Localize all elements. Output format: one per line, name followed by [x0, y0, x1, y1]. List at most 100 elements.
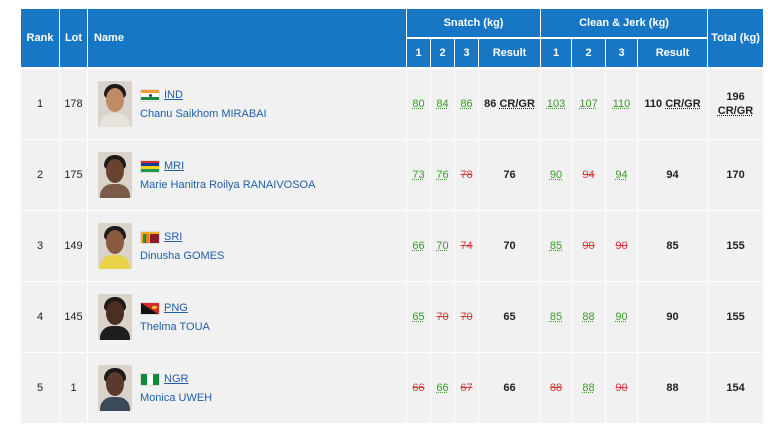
cj-attempt: 88	[549, 382, 563, 394]
athlete-photo	[98, 81, 132, 127]
total-value: 155	[726, 311, 745, 323]
results-table-wrapper: Rank Lot Name Snatch (kg) Clean & Jerk (…	[20, 9, 764, 424]
header-cj-att3: 3	[606, 39, 638, 69]
cj-attempt: 107	[579, 98, 598, 110]
rank-cell: 2	[21, 140, 59, 211]
rank-cell: 4	[21, 282, 59, 353]
flag-icon	[140, 372, 160, 386]
lot-cell: 178	[60, 69, 87, 140]
header-snatch: Snatch (kg)	[407, 9, 541, 39]
country-link[interactable]: SRI	[140, 230, 224, 244]
snatch-attempt-cell: 74	[455, 211, 478, 282]
rank-cell: 5	[21, 353, 59, 424]
table-row: 5 1 NGR Monica UWEH 66 66 67 66 88 88 90 88 154	[21, 353, 764, 424]
total-cell: 196 CR/GR	[708, 69, 764, 140]
cj-attempt: 94	[615, 169, 628, 181]
total-cell: 154	[708, 353, 764, 424]
snatch-result-cell: 76	[479, 140, 541, 211]
cj-attempt: 94	[582, 169, 595, 181]
snatch-attempt-cell: 70	[431, 211, 454, 282]
lot-cell: 145	[60, 282, 87, 353]
lot-cell: 1	[60, 353, 87, 424]
header-snatch-att3: 3	[455, 39, 478, 69]
cj-attempt-cell: 90	[606, 353, 638, 424]
athlete-name: Chanu Saikhom MIRABAI	[140, 107, 267, 120]
header-lot: Lot	[60, 9, 87, 69]
snatch-attempt-cell: 70	[431, 282, 454, 353]
cj-attempt: 85	[549, 311, 563, 323]
snatch-attempt: 70	[460, 311, 473, 323]
snatch-attempt: 70	[436, 311, 449, 323]
header-cj-att1: 1	[541, 39, 572, 69]
cj-attempt: 90	[549, 169, 563, 181]
cj-attempt-cell: 107	[572, 69, 606, 140]
cj-result-cell: 85	[638, 211, 708, 282]
total-value: 170	[726, 169, 745, 181]
snatch-result-cell: 66	[479, 353, 541, 424]
cj-record: CR/GR	[665, 98, 701, 110]
snatch-attempt-cell: 67	[455, 353, 478, 424]
cj-attempt-cell: 103	[541, 69, 572, 140]
athlete-cell: SRI Dinusha GOMES	[88, 211, 406, 282]
country-link[interactable]: NGR	[140, 372, 212, 386]
country-code: MRI	[164, 160, 185, 172]
flag-icon	[140, 88, 160, 102]
snatch-attempt-cell: 84	[431, 69, 454, 140]
cj-attempt-cell: 88	[572, 353, 606, 424]
snatch-result: 86	[484, 98, 497, 110]
cj-result: 94	[666, 169, 679, 181]
athlete-photo	[98, 223, 132, 269]
cj-attempt-cell: 90	[572, 211, 606, 282]
cj-result: 110	[644, 98, 663, 110]
cj-attempt: 88	[582, 382, 595, 394]
snatch-result: 65	[503, 311, 516, 323]
header-cj-result: Result	[638, 39, 708, 69]
cj-result: 88	[666, 382, 679, 394]
country-code: NGR	[164, 373, 189, 385]
snatch-result-cell: 65	[479, 282, 541, 353]
cj-attempt-cell: 88	[541, 353, 572, 424]
total-cell: 155	[708, 211, 764, 282]
cj-result-cell: 88	[638, 353, 708, 424]
snatch-attempt: 73	[412, 169, 425, 181]
country-link[interactable]: PNG	[140, 301, 210, 315]
snatch-attempt-cell: 76	[431, 140, 454, 211]
table-row: 4 145 PNG Thelma TOUA 65 70 70 65 85 88 90 90 155	[21, 282, 764, 353]
athlete-cell: PNG Thelma TOUA	[88, 282, 406, 353]
snatch-attempt: 76	[436, 169, 449, 181]
cj-attempt: 90	[582, 240, 595, 252]
snatch-attempt: 65	[412, 311, 425, 323]
cj-attempt: 103	[546, 98, 566, 110]
header-snatch-att1: 1	[407, 39, 430, 69]
cj-attempt-cell: 88	[572, 282, 606, 353]
athlete-name: Thelma TOUA	[140, 320, 210, 333]
snatch-attempt-cell: 70	[455, 282, 478, 353]
athlete-photo	[98, 294, 132, 340]
cj-attempt-cell: 90	[606, 282, 638, 353]
table-row: 3 149 SRI Dinusha GOMES 66 70 74 70 85 90 90 85 155	[21, 211, 764, 282]
snatch-attempt: 70	[436, 240, 449, 252]
table-row: 1 178 IND Chanu Saikhom MIRABAI 80 84 86 86 CR/…	[21, 69, 764, 140]
cj-attempt-cell: 85	[541, 282, 572, 353]
cj-attempt-cell: 94	[572, 140, 606, 211]
cj-result-cell: 90	[638, 282, 708, 353]
snatch-attempt-cell: 73	[407, 140, 430, 211]
snatch-attempt: 66	[412, 382, 425, 394]
flag-icon	[140, 230, 160, 244]
snatch-result-cell: 70	[479, 211, 541, 282]
snatch-attempt-cell: 65	[407, 282, 430, 353]
country-link[interactable]: IND	[140, 88, 267, 102]
snatch-result: 76	[503, 169, 516, 181]
cj-attempt-cell: 90	[541, 140, 572, 211]
total-value: 196	[726, 91, 745, 103]
country-link[interactable]: MRI	[140, 159, 315, 173]
total-value: 155	[726, 240, 745, 252]
cj-attempt-cell: 110	[606, 69, 638, 140]
rank-cell: 1	[21, 69, 59, 140]
snatch-attempt: 78	[460, 169, 473, 181]
athlete-photo	[98, 152, 132, 198]
athlete-name: Dinusha GOMES	[140, 249, 225, 262]
cj-attempt-cell: 94	[606, 140, 638, 211]
table-row: 2 175 MRI Marie Hanitra Roilya RANAIVOSOA 73…	[21, 140, 764, 211]
cj-attempt-cell: 85	[541, 211, 572, 282]
